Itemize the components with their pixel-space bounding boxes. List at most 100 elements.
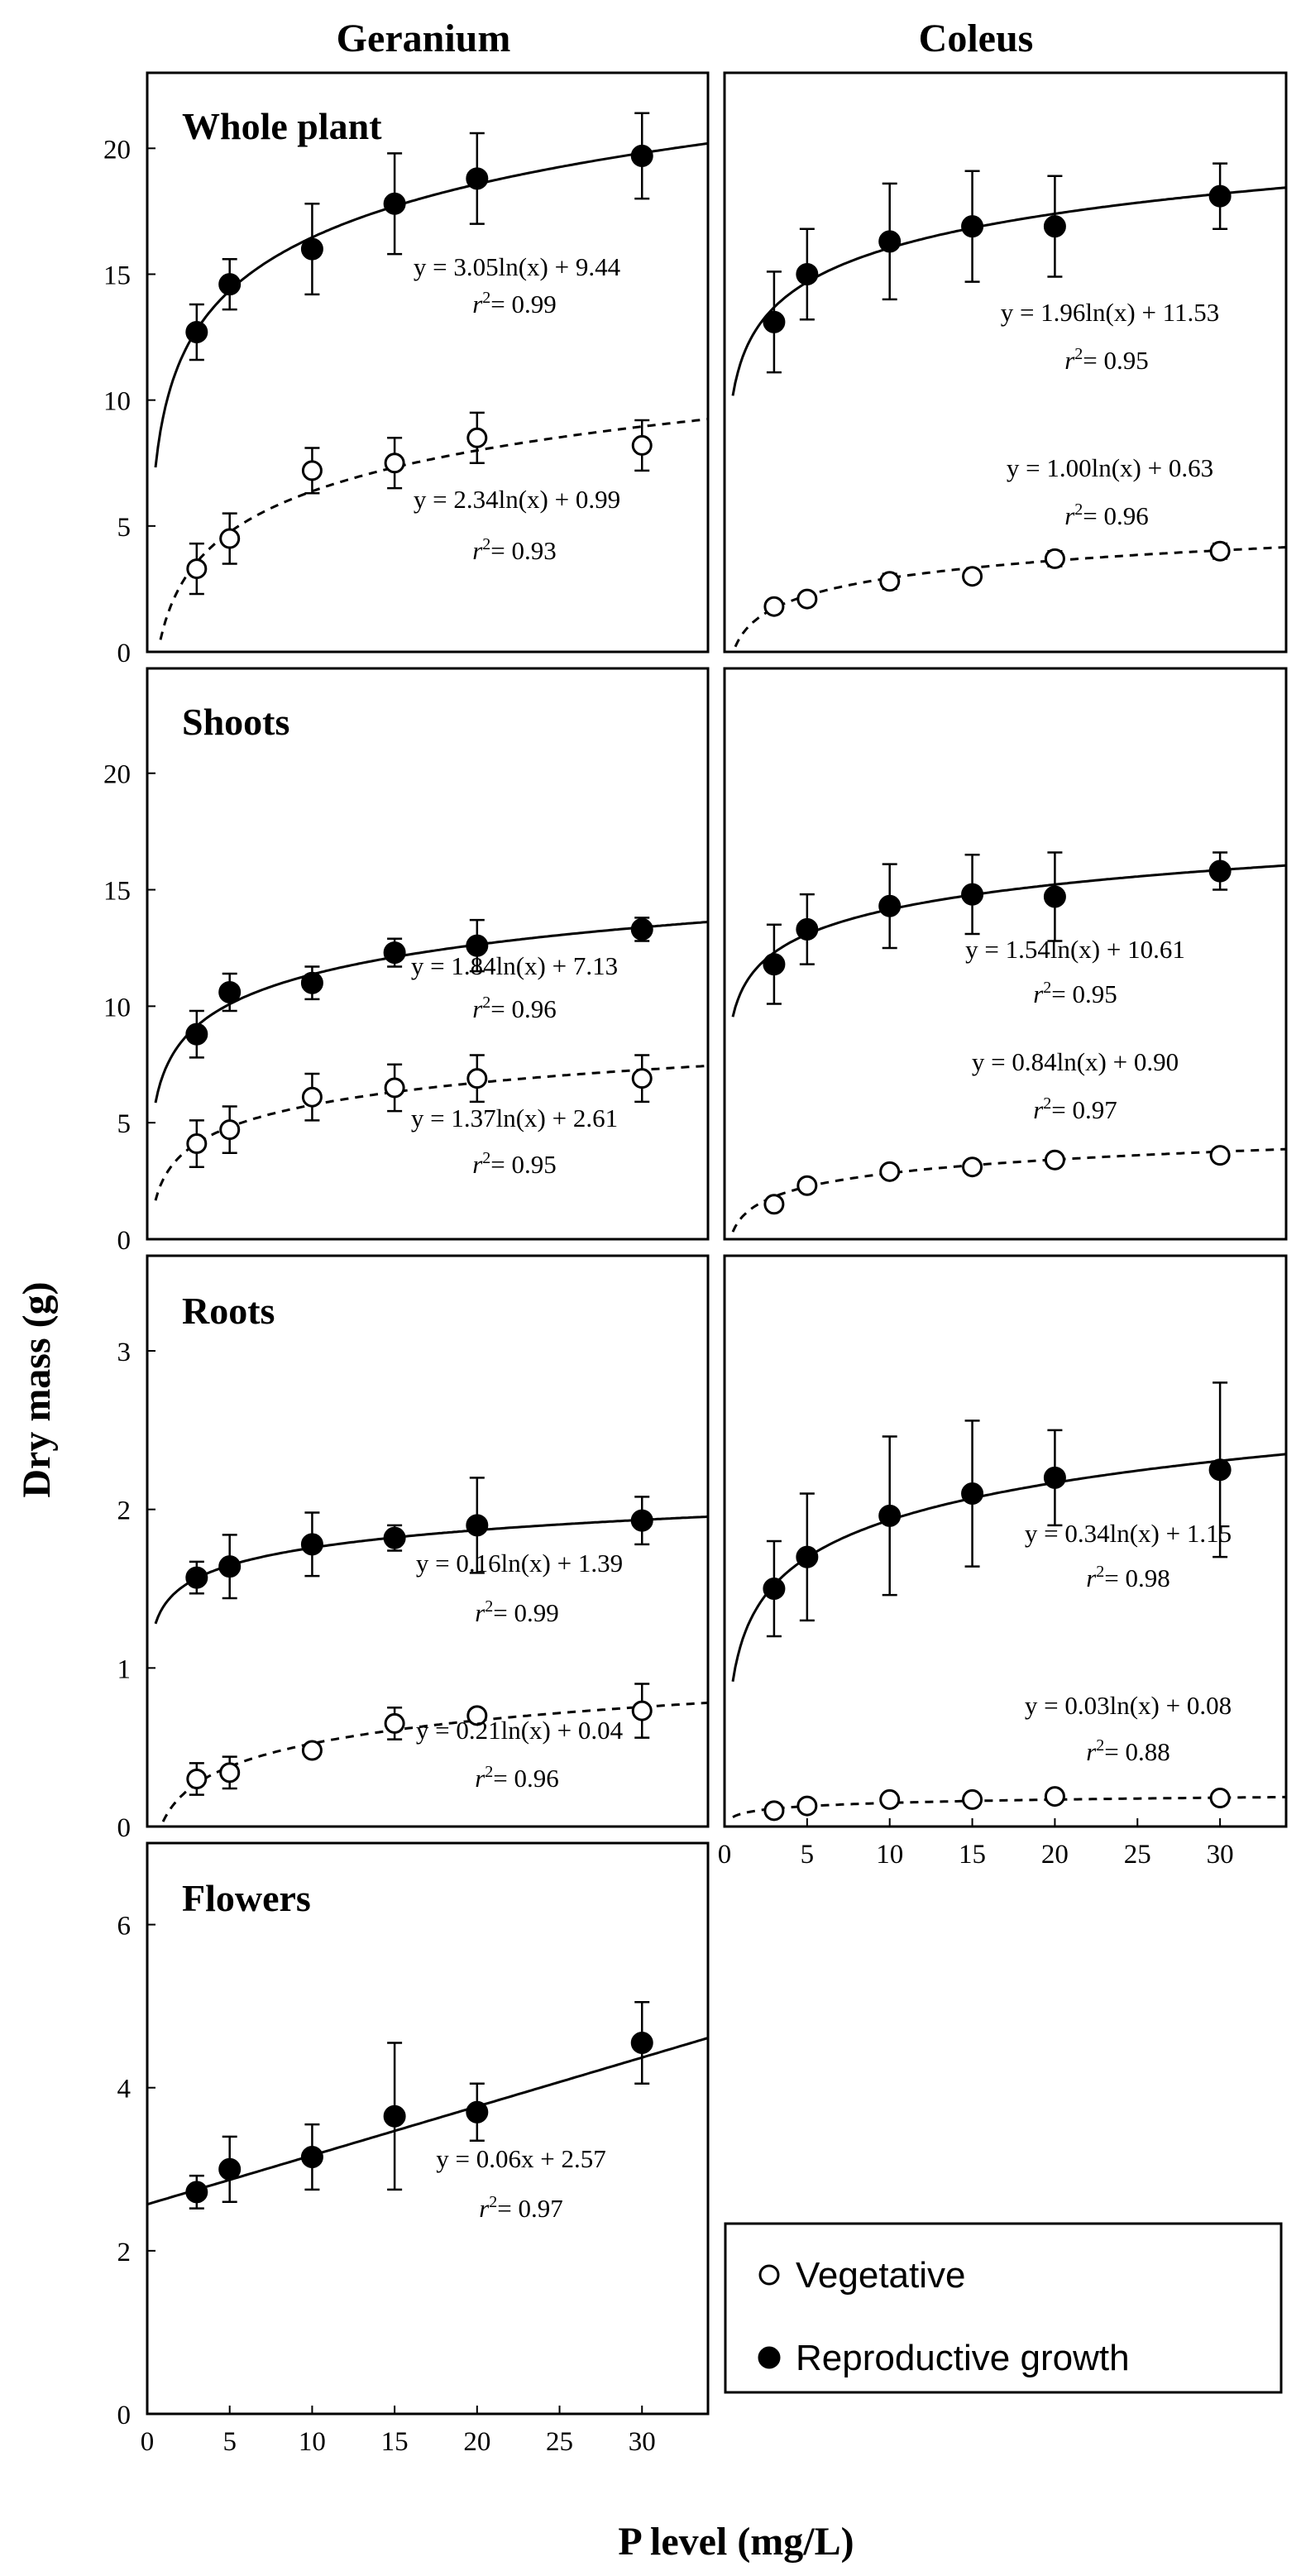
data-point-vegetative bbox=[466, 1068, 488, 1089]
data-point-reproductive bbox=[466, 167, 489, 190]
x-tick-label: 25 bbox=[1124, 1840, 1151, 1870]
data-point-vegetative bbox=[962, 1788, 983, 1810]
data-point-reproductive bbox=[218, 980, 242, 1003]
x-tick-label: 15 bbox=[381, 2427, 409, 2457]
y-tick-label: 0 bbox=[117, 1226, 132, 1256]
data-point-vegetative bbox=[1044, 548, 1065, 569]
x-tick-label: 20 bbox=[463, 2427, 490, 2457]
data-point-reproductive bbox=[1208, 859, 1232, 883]
data-point-vegetative bbox=[962, 566, 983, 587]
legend-label-reproductive: Reproductive growth bbox=[796, 2338, 1130, 2378]
data-point-reproductive bbox=[300, 971, 323, 994]
panel-geranium-shoots: Shoots 0 5 10 15 20 y = 1.84ln(x) + 7.13 r2= 0.… bbox=[103, 667, 710, 1256]
y-tick-label: 20 bbox=[103, 760, 131, 790]
data-point-vegetative bbox=[763, 1194, 785, 1215]
data-point-reproductive bbox=[466, 1514, 489, 1537]
fit-line-reproductive bbox=[731, 864, 1287, 1017]
data-point-vegetative bbox=[384, 452, 405, 474]
fit-r-squared: r2= 0.96 bbox=[472, 994, 557, 1023]
fit-r-squared: r2= 0.88 bbox=[1086, 1736, 1170, 1766]
panel-frame bbox=[723, 667, 1288, 1241]
data-point-reproductive bbox=[796, 917, 819, 941]
y-tick-label: 15 bbox=[103, 261, 131, 290]
data-point-reproductive bbox=[218, 273, 242, 296]
data-point-reproductive bbox=[1043, 1466, 1066, 1489]
panel-frame bbox=[146, 1254, 710, 1828]
fit-line-vegetative bbox=[161, 1701, 709, 1822]
y-tick-label: 0 bbox=[117, 2401, 132, 2430]
y-tick-label: 5 bbox=[117, 1109, 132, 1139]
y-tick-label: 5 bbox=[117, 513, 132, 543]
data-point-reproductive bbox=[796, 1545, 819, 1568]
data-point-reproductive bbox=[300, 237, 323, 261]
fit-equation: y = 0.16ln(x) + 1.39 bbox=[416, 1549, 623, 1578]
data-point-vegetative bbox=[384, 1077, 405, 1099]
y-tick-label: 20 bbox=[103, 135, 131, 165]
fit-equation: y = 0.21ln(x) + 0.04 bbox=[416, 1716, 624, 1745]
data-point-vegetative bbox=[384, 1712, 405, 1734]
panel-coleus-shoots: y = 1.54ln(x) + 10.61 r2= 0.95 y = 0.84ln(… bbox=[723, 667, 1288, 1241]
fit-equation: y = 0.03ln(x) + 0.08 bbox=[1025, 1691, 1232, 1720]
y-tick-label: 4 bbox=[117, 2075, 132, 2104]
data-point-vegetative bbox=[219, 528, 241, 549]
data-point-reproductive bbox=[961, 883, 984, 906]
data-point-reproductive bbox=[218, 1555, 242, 1578]
data-point-reproductive bbox=[218, 2157, 242, 2181]
panel-frame bbox=[723, 1254, 1288, 1828]
panel-geranium-roots: Roots 0 1 2 3 y = 0.16ln(x) + 1.39 r2= 0.99 y =… bbox=[117, 1254, 710, 1843]
fit-line-reproductive bbox=[154, 141, 709, 468]
y-tick-label: 3 bbox=[117, 1338, 132, 1367]
y-tick-label: 10 bbox=[103, 387, 131, 417]
fit-r-squared: r2= 0.93 bbox=[472, 535, 557, 565]
data-point-reproductive bbox=[383, 1526, 406, 1549]
data-point-vegetative bbox=[1044, 1786, 1065, 1808]
data-point-vegetative bbox=[796, 1175, 818, 1196]
data-point-reproductive bbox=[185, 320, 208, 343]
fit-r-squared: r2= 0.99 bbox=[475, 1597, 559, 1627]
fit-r-squared: r2= 0.96 bbox=[1064, 500, 1149, 530]
data-point-vegetative bbox=[962, 1156, 983, 1178]
column-title-geranium: Geranium bbox=[337, 17, 511, 60]
data-point-vegetative bbox=[219, 1119, 241, 1141]
data-point-reproductive bbox=[763, 310, 786, 333]
fit-equation: y = 0.34ln(x) + 1.15 bbox=[1025, 1519, 1232, 1548]
fit-equation: y = 0.06x + 2.57 bbox=[436, 2144, 605, 2173]
fit-line-reproductive bbox=[731, 186, 1287, 396]
fit-line-vegetative bbox=[159, 418, 709, 640]
fit-r-squared: r2= 0.96 bbox=[475, 1763, 559, 1793]
fit-equation: y = 1.54ln(x) + 10.61 bbox=[965, 935, 1185, 964]
x-axis-label: P level (mg/L) bbox=[618, 2520, 854, 2564]
legend-box bbox=[724, 2222, 1283, 2394]
fit-r-squared: r2= 0.99 bbox=[472, 289, 557, 318]
x-tick-label: 30 bbox=[1207, 1840, 1234, 1870]
data-point-reproductive bbox=[796, 262, 819, 285]
data-point-reproductive bbox=[630, 1509, 653, 1532]
panel-frame bbox=[146, 1841, 710, 2416]
data-point-reproductive bbox=[878, 894, 902, 917]
panel-frame bbox=[146, 71, 710, 654]
panel-frame bbox=[723, 71, 1288, 654]
data-point-reproductive bbox=[383, 192, 406, 215]
data-point-reproductive bbox=[878, 1504, 902, 1527]
y-tick-label: 2 bbox=[117, 1496, 132, 1526]
data-point-vegetative bbox=[186, 558, 208, 580]
panel-coleus-whole: y = 1.96ln(x) + 11.53 r2= 0.95 y = 1.00ln(… bbox=[723, 71, 1288, 654]
data-point-vegetative bbox=[186, 1769, 208, 1789]
data-point-vegetative bbox=[879, 1788, 901, 1810]
fit-r-squared: r2= 0.97 bbox=[479, 2193, 563, 2223]
data-point-vegetative bbox=[631, 1700, 653, 1721]
data-point-vegetative bbox=[466, 427, 488, 448]
fit-line-vegetative bbox=[732, 1795, 1286, 1819]
data-point-reproductive bbox=[630, 2032, 653, 2054]
panel-title: Roots bbox=[182, 1290, 275, 1332]
fit-equation: y = 0.84ln(x) + 0.90 bbox=[972, 1047, 1179, 1076]
legend: Vegetative Reproductive growth bbox=[724, 2222, 1283, 2394]
y-axis-label: Dry mass (g) bbox=[15, 1281, 59, 1497]
data-point-reproductive bbox=[300, 1533, 323, 1556]
x-tick-label: 5 bbox=[801, 1840, 815, 1870]
fit-equation: y = 1.84ln(x) + 7.13 bbox=[411, 951, 618, 980]
data-point-vegetative bbox=[631, 434, 653, 456]
data-point-vegetative bbox=[186, 1133, 208, 1155]
x-tick-label: 20 bbox=[1041, 1840, 1069, 1870]
